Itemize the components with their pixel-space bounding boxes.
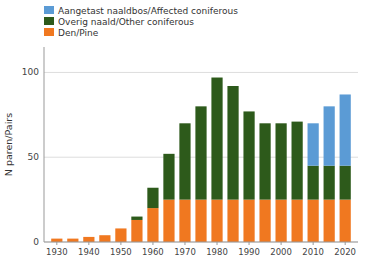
- bar: [292, 121, 303, 122]
- bar: [195, 106, 206, 199]
- bar: [340, 200, 351, 242]
- axis-label: N paren/Pairs: [3, 113, 14, 176]
- legend-swatch: [44, 6, 54, 14]
- bar: [292, 200, 303, 242]
- bar: [275, 123, 286, 124]
- legend-swatch: [44, 28, 54, 36]
- bar: [211, 78, 222, 200]
- legend-label: Overig naald/Other coniferous: [58, 17, 194, 27]
- bar: [163, 153, 174, 154]
- bar: [83, 236, 94, 237]
- bar: [131, 220, 142, 242]
- bar: [67, 239, 78, 242]
- bar: [163, 154, 174, 200]
- bar: [131, 216, 142, 217]
- legend: Aangetast naaldbos/Affected coniferousOv…: [44, 6, 238, 38]
- bar: [308, 123, 319, 165]
- bar: [340, 94, 351, 165]
- bar: [99, 235, 110, 236]
- bar: [243, 200, 254, 242]
- tick-label: 1930: [46, 247, 68, 257]
- tick-label: 1970: [174, 247, 196, 257]
- bar: [147, 208, 158, 242]
- tick-label: 1950: [110, 247, 132, 257]
- bar: [324, 166, 335, 200]
- tick-label: 50: [28, 152, 40, 162]
- tick-label: 2000: [270, 247, 292, 257]
- bar: [259, 123, 270, 124]
- bar: [147, 188, 158, 208]
- tick-label: 1940: [78, 247, 100, 257]
- bar: [115, 228, 126, 229]
- grid-line: [44, 242, 358, 243]
- bar: [67, 238, 78, 239]
- axis-line: [44, 47, 45, 242]
- bar: [51, 238, 62, 239]
- bar: [324, 200, 335, 242]
- bar: [227, 86, 238, 200]
- tick-label: 1980: [206, 247, 228, 257]
- tick-label: 0: [33, 237, 39, 247]
- tick-label: 100: [22, 67, 39, 77]
- bar: [211, 77, 222, 78]
- bar: [99, 235, 110, 236]
- bar: [308, 200, 319, 242]
- bar: [51, 238, 62, 239]
- bar: [308, 166, 319, 200]
- chart: 0 50 100 1930 1940 1950 1960 1970 1980 1990 2000 20…: [0, 0, 370, 264]
- axis-line: [44, 242, 358, 243]
- bar: [83, 236, 94, 237]
- legend-label: Aangetast naaldbos/Affected coniferous: [58, 6, 238, 16]
- bar: [179, 200, 190, 242]
- bar: [179, 123, 190, 199]
- tick-label: 1990: [238, 247, 260, 257]
- bars: [51, 78, 351, 242]
- bar: [243, 111, 254, 199]
- bar: [195, 200, 206, 242]
- bar: [195, 106, 206, 107]
- bar: [275, 123, 286, 199]
- tick-label: 2010: [302, 247, 324, 257]
- tick-label: 2020: [334, 247, 356, 257]
- bar: [340, 166, 351, 200]
- tick-label: 1960: [142, 247, 164, 257]
- legend-label: Den/Pine: [58, 28, 99, 38]
- bar: [227, 86, 238, 87]
- grid-line: [44, 72, 358, 73]
- bar: [227, 200, 238, 242]
- bar: [259, 200, 270, 242]
- bar: [292, 122, 303, 200]
- bar: [51, 239, 62, 242]
- bar: [163, 200, 174, 242]
- bar: [179, 123, 190, 124]
- bar: [324, 106, 335, 165]
- bar: [67, 238, 78, 239]
- legend-swatch: [44, 17, 54, 25]
- bar: [259, 123, 270, 199]
- bar: [243, 111, 254, 112]
- bar: [99, 235, 110, 242]
- bar: [115, 228, 126, 229]
- bar: [83, 237, 94, 242]
- bar: [147, 187, 158, 188]
- bar: [211, 200, 222, 242]
- bar: [115, 228, 126, 242]
- bar: [131, 217, 142, 220]
- bar: [275, 200, 286, 242]
